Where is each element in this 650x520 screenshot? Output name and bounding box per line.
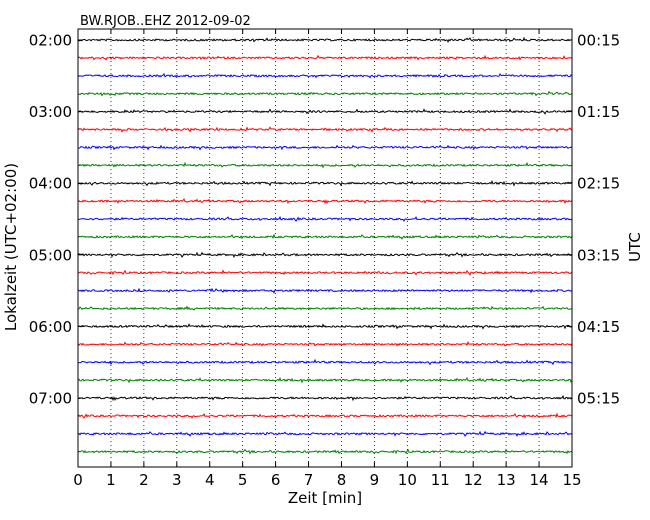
x-tick-label-8: 8	[337, 471, 347, 489]
y-tick-label-left-0: 02:00	[29, 32, 72, 50]
trace-17	[77, 323, 573, 330]
chart-title: BW.RJOB..EHZ 2012-09-02	[80, 14, 251, 29]
x-axis-label: Zeit [min]	[288, 489, 362, 507]
plot-frame	[77, 28, 573, 468]
trace-6	[77, 126, 573, 133]
x-tick-label-14: 14	[530, 471, 549, 489]
y-tick-label-right-1: 01:15	[577, 103, 620, 121]
y-tick-label-right-2: 02:15	[577, 175, 620, 193]
trace-2	[77, 54, 573, 61]
seismic-traces	[77, 36, 573, 455]
trace-3	[77, 72, 573, 79]
trace-24	[77, 448, 573, 455]
trace-4	[77, 90, 573, 97]
x-tick-label-2: 2	[139, 471, 149, 489]
trace-12	[77, 233, 573, 240]
x-tick-label-0: 0	[73, 471, 83, 489]
trace-15	[77, 287, 573, 294]
trace-18	[77, 340, 573, 347]
y-axis-label-left: Lokalzeit (UTC+02:00)	[2, 163, 20, 331]
y-tick-label-left-4: 06:00	[29, 318, 72, 336]
trace-1	[77, 36, 573, 43]
trace-11	[77, 215, 573, 222]
trace-20	[77, 376, 573, 384]
y-tick-label-right-5: 05:15	[577, 390, 620, 408]
x-tick-label-1: 1	[106, 471, 116, 489]
x-tick-label-11: 11	[431, 471, 450, 489]
trace-21	[77, 394, 573, 402]
y-tick-label-left-5: 07:00	[29, 390, 72, 408]
trace-10	[77, 197, 573, 205]
trace-16	[77, 305, 573, 311]
trace-23	[77, 430, 573, 438]
x-tick-label-5: 5	[238, 471, 248, 489]
x-tick-label-9: 9	[370, 471, 380, 489]
x-tick-label-7: 7	[304, 471, 314, 489]
x-tick-label-3: 3	[172, 471, 182, 489]
y-tick-label-left-2: 04:00	[29, 175, 72, 193]
trace-19	[77, 358, 573, 366]
y-tick-label-right-3: 03:15	[577, 246, 620, 264]
y-tick-label-right-0: 00:15	[577, 32, 620, 50]
y-axis-label-right: UTC	[626, 232, 644, 262]
x-tick-label-6: 6	[271, 471, 281, 489]
trace-5	[77, 108, 573, 115]
y-tick-label-left-1: 03:00	[29, 103, 72, 121]
x-tick-label-12: 12	[464, 471, 483, 489]
trace-22	[77, 412, 573, 419]
axis-ticks	[77, 29, 573, 467]
x-tick-label-13: 13	[497, 471, 516, 489]
trace-14	[77, 269, 573, 276]
y-tick-label-right-4: 04:15	[577, 318, 620, 336]
trace-13	[77, 251, 573, 259]
x-tick-label-10: 10	[398, 471, 417, 489]
x-tick-label-15: 15	[562, 471, 581, 489]
trace-9	[77, 179, 573, 187]
x-tick-label-4: 4	[205, 471, 215, 489]
trace-8	[77, 161, 573, 169]
y-tick-label-left-3: 05:00	[29, 246, 72, 264]
trace-7	[77, 144, 573, 151]
